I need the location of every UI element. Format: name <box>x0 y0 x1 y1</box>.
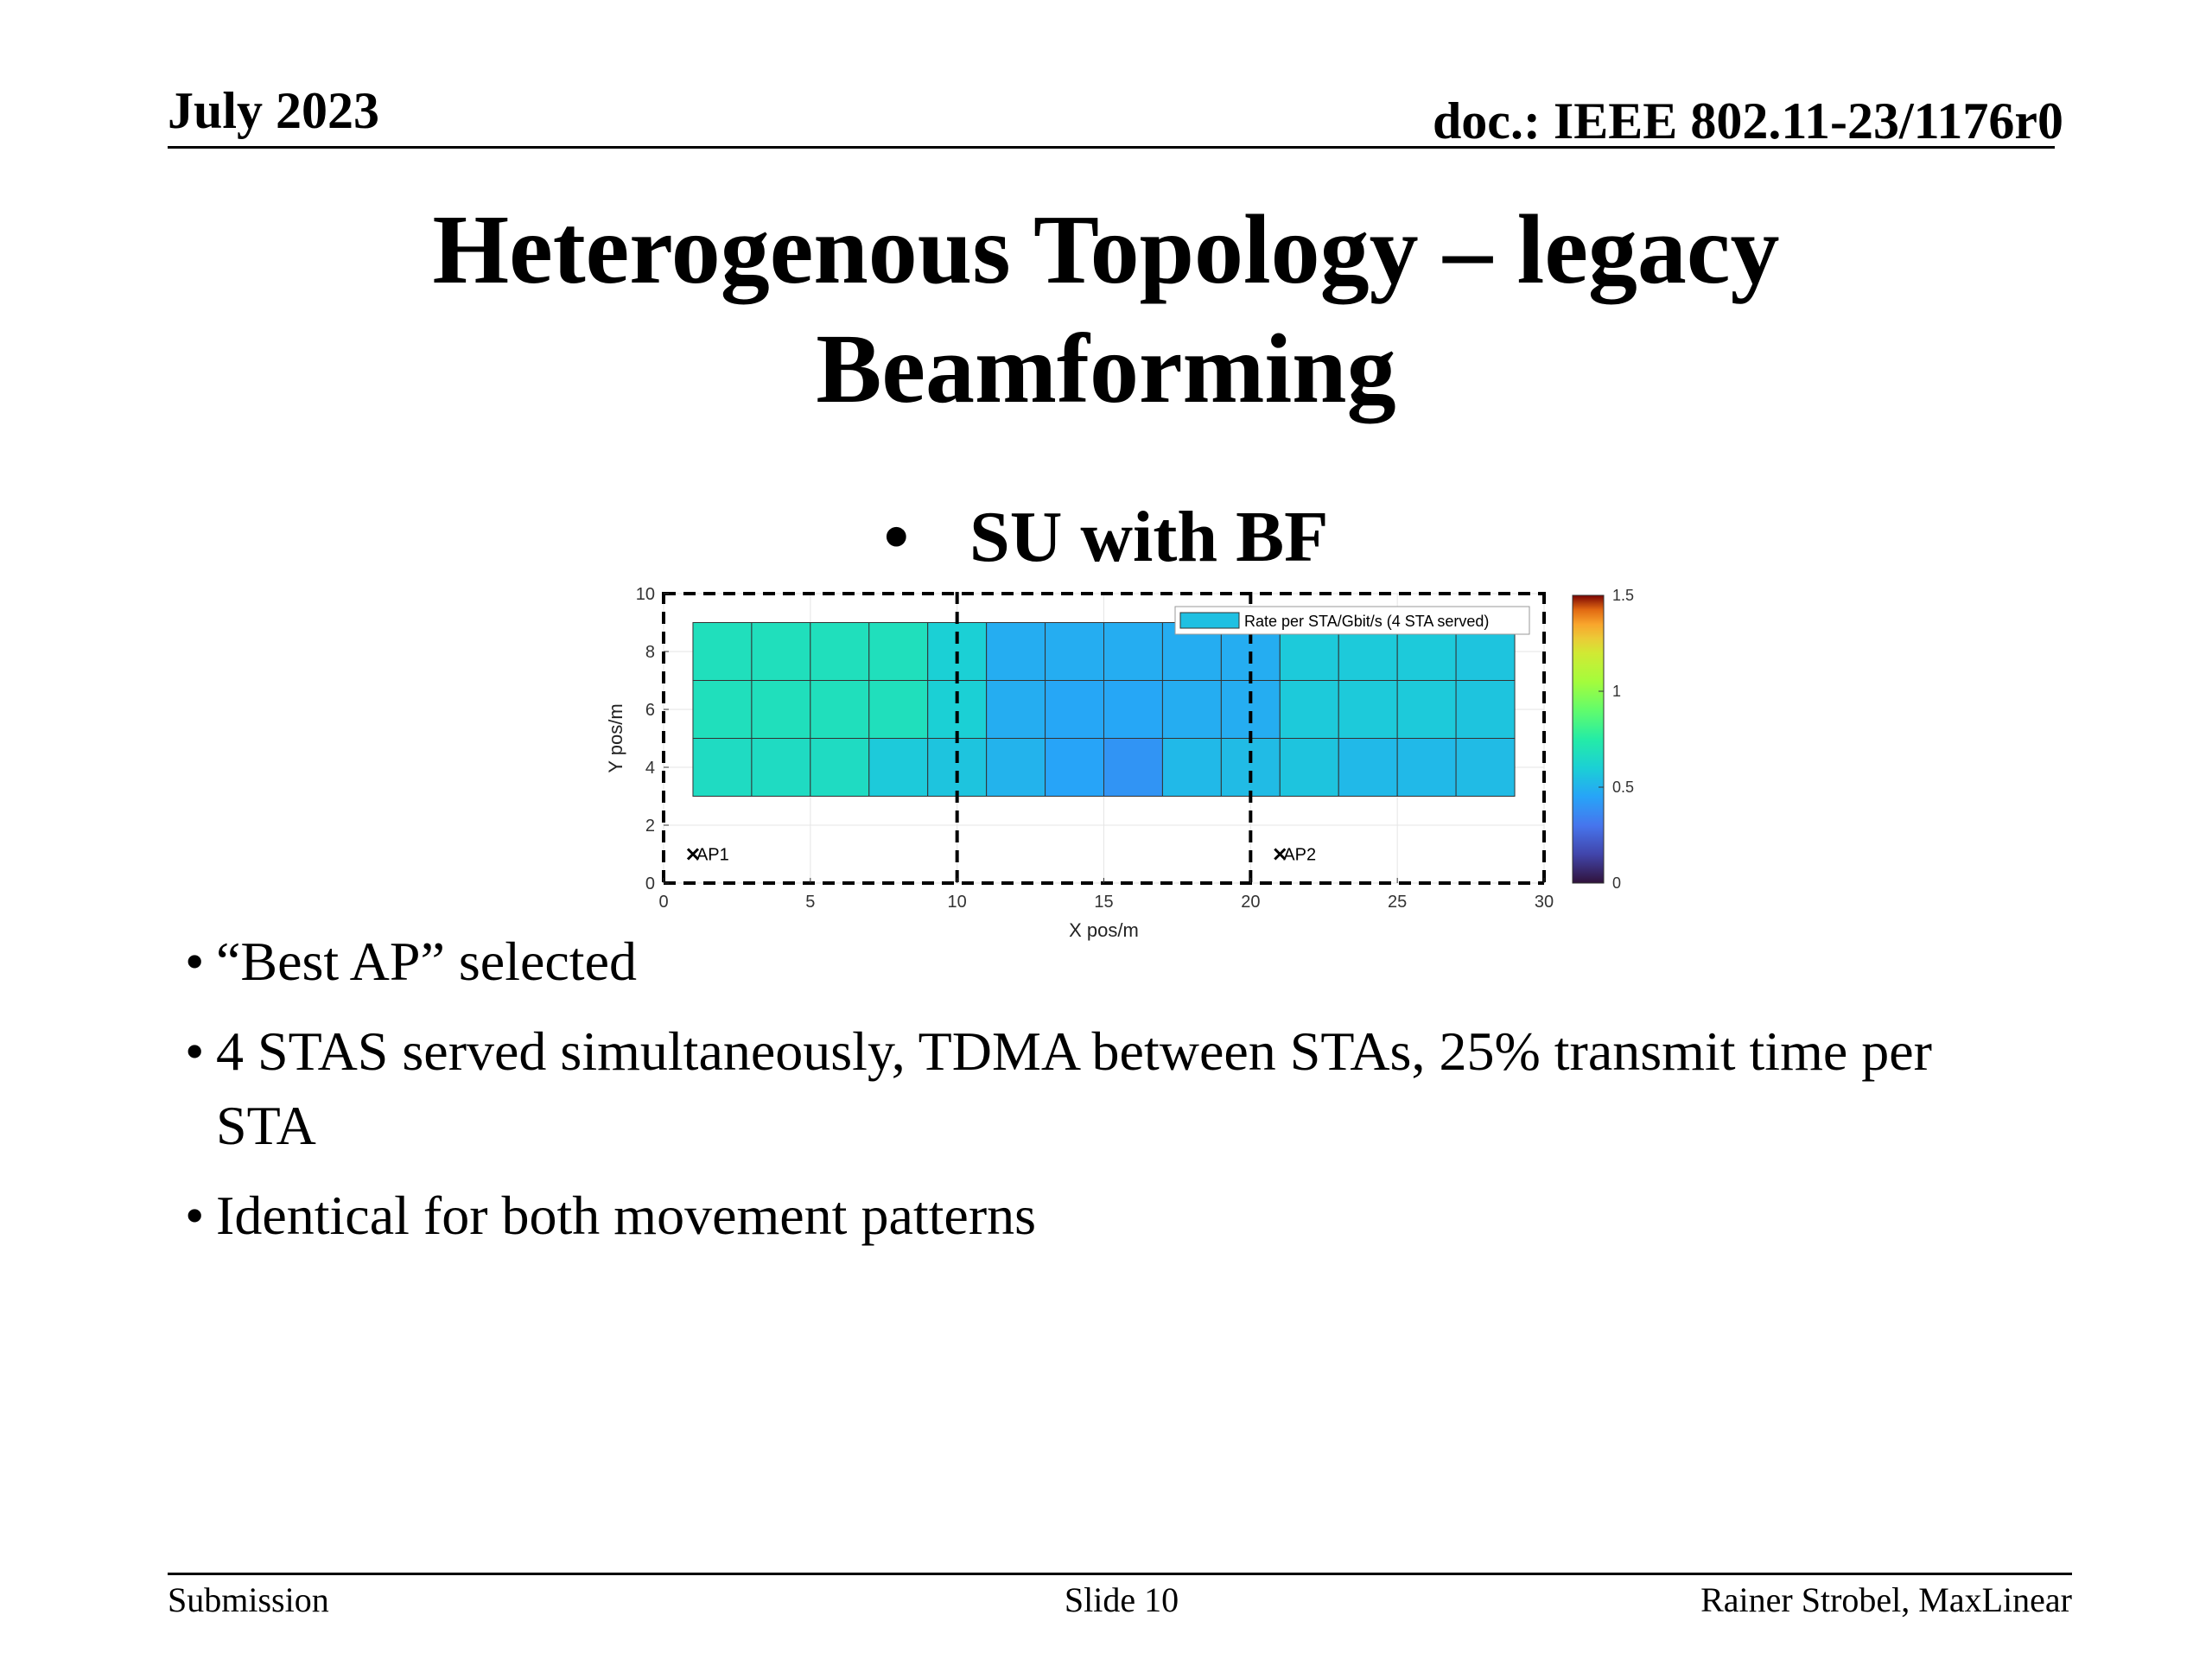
ap-cross-icon <box>686 848 700 861</box>
footer-slide-number: Slide 10 <box>1064 1580 1179 1619</box>
colorbar-tick-label: 1.5 <box>1612 587 1634 604</box>
axes: 0 5 10 15 20 25 30 0 2 4 6 8 10 X pos/m Y pos/m <box>605 585 1554 941</box>
bullet-list: • “Best AP” selected • 4 STAS served sim… <box>185 925 2043 1268</box>
footer-author: Rainer Strobel, MaxLinear <box>1700 1580 2072 1619</box>
heatmap-cell <box>1220 738 1281 797</box>
heatmap-cell <box>868 622 929 681</box>
heatmap-cell <box>986 738 1046 797</box>
x-tick-label: 30 <box>1535 893 1554 912</box>
heatmap-cell <box>1161 738 1222 797</box>
header-rule <box>168 146 2055 149</box>
ap-cross-icon <box>1274 848 1287 861</box>
heatmap-cell <box>1103 738 1163 797</box>
y-tick-label: 10 <box>636 585 655 604</box>
sub-bullet-symbol: • <box>883 497 909 577</box>
x-tick-label: 20 <box>1241 893 1260 912</box>
heatmap-cell <box>692 622 753 681</box>
heatmap-cell <box>1396 738 1457 797</box>
heatmap-cell <box>692 738 753 797</box>
ap-label: AP2 <box>1283 846 1316 865</box>
heatmap-cell <box>1220 680 1281 739</box>
plot-area: AP1 AP2 <box>662 592 1546 885</box>
bullet-item: • “Best AP” selected <box>185 925 2043 999</box>
heatmap-cell <box>1455 738 1516 797</box>
x-tick-label: 10 <box>948 893 967 912</box>
heatmap-cell <box>1045 680 1104 739</box>
x-tick-label: 0 <box>658 893 668 912</box>
x-axis-label: X pos/m <box>1069 919 1139 941</box>
ap-label: AP1 <box>696 846 729 865</box>
heatmap-cell <box>810 622 870 681</box>
y-axis-label: Y pos/m <box>605 703 626 772</box>
heatmap-cell <box>868 680 929 739</box>
slide-title: Heterogenous Topology – legacy Beamformi… <box>0 190 2212 429</box>
y-tick-label: 4 <box>645 759 655 778</box>
heatmap-cell <box>751 680 811 739</box>
heatmap-cell <box>810 738 870 797</box>
colorbar-tick-label: 1 <box>1612 683 1621 700</box>
access-point-marker: AP2 <box>1274 846 1316 865</box>
heatmap-cell <box>986 680 1046 739</box>
sub-bullet: • SU with BF <box>0 501 2212 574</box>
heatmap-cell <box>868 738 929 797</box>
y-tick-label: 8 <box>645 643 655 662</box>
heatmap-cell <box>927 738 988 797</box>
bullet-symbol: • <box>185 931 205 992</box>
bullet-item: • 4 STAS served simultaneously, TDMA bet… <box>185 1014 2043 1163</box>
legend-label: Rate per STA/Gbit/s (4 STA served) <box>1244 613 1489 630</box>
heatmap-cell <box>1045 622 1104 681</box>
heatmap-cell <box>751 738 811 797</box>
heatmap-cell <box>1396 680 1457 739</box>
heatmap-cell <box>810 680 870 739</box>
heatmap-cell <box>751 622 811 681</box>
heatmap-cell <box>1279 680 1339 739</box>
x-tick-label: 25 <box>1388 893 1407 912</box>
heatmap-cell <box>1338 680 1398 739</box>
heatmap-cell <box>692 680 753 739</box>
bullet-text: “Best AP” selected <box>216 931 637 992</box>
sub-bullet-text: SU with BF <box>969 497 1329 577</box>
heatmap-cell <box>1161 680 1222 739</box>
bullet-symbol: • <box>185 1185 205 1246</box>
heatmap-cell <box>1045 738 1104 797</box>
access-point-marker: AP1 <box>686 846 729 865</box>
header-date: July 2023 <box>168 82 380 139</box>
footer-submission: Submission <box>168 1580 329 1619</box>
legend: Rate per STA/Gbit/s (4 STA served) <box>1174 606 1530 635</box>
heatmap-cell <box>927 680 988 739</box>
footer-rule <box>168 1573 2072 1575</box>
x-tick-label: 15 <box>1094 893 1113 912</box>
y-tick-label: 2 <box>645 817 655 836</box>
heatmap-cell <box>986 622 1046 681</box>
slide-title-line2: Beamforming <box>816 314 1396 423</box>
bullet-item: • Identical for both movement patterns <box>185 1179 2043 1253</box>
legend-swatch <box>1179 612 1240 629</box>
heatmap-cell <box>1338 738 1398 797</box>
heatmap-cell <box>1455 680 1516 739</box>
header-doc-id: doc.: IEEE 802.11-23/1176r0 <box>1432 92 2063 149</box>
colorbar: 0 0.5 1 1.5 <box>1572 587 1634 892</box>
heatmap-cell <box>1279 738 1339 797</box>
colorbar-gradient <box>1572 594 1605 884</box>
x-tick-label: 5 <box>805 893 815 912</box>
heatmap-cell <box>1103 622 1163 681</box>
colorbar-tick-label: 0 <box>1612 874 1621 892</box>
heatmap-cell <box>1103 680 1163 739</box>
bullet-symbol: • <box>185 1020 205 1082</box>
bullet-text: Identical for both movement patterns <box>216 1185 1037 1246</box>
slide-title-line1: Heterogenous Topology – legacy <box>432 194 1780 304</box>
bullet-text: 4 STAS served simultaneously, TDMA betwe… <box>216 1020 1932 1156</box>
y-tick-label: 0 <box>645 874 655 893</box>
y-tick-label: 6 <box>645 701 655 720</box>
colorbar-tick-label: 0.5 <box>1612 779 1634 796</box>
